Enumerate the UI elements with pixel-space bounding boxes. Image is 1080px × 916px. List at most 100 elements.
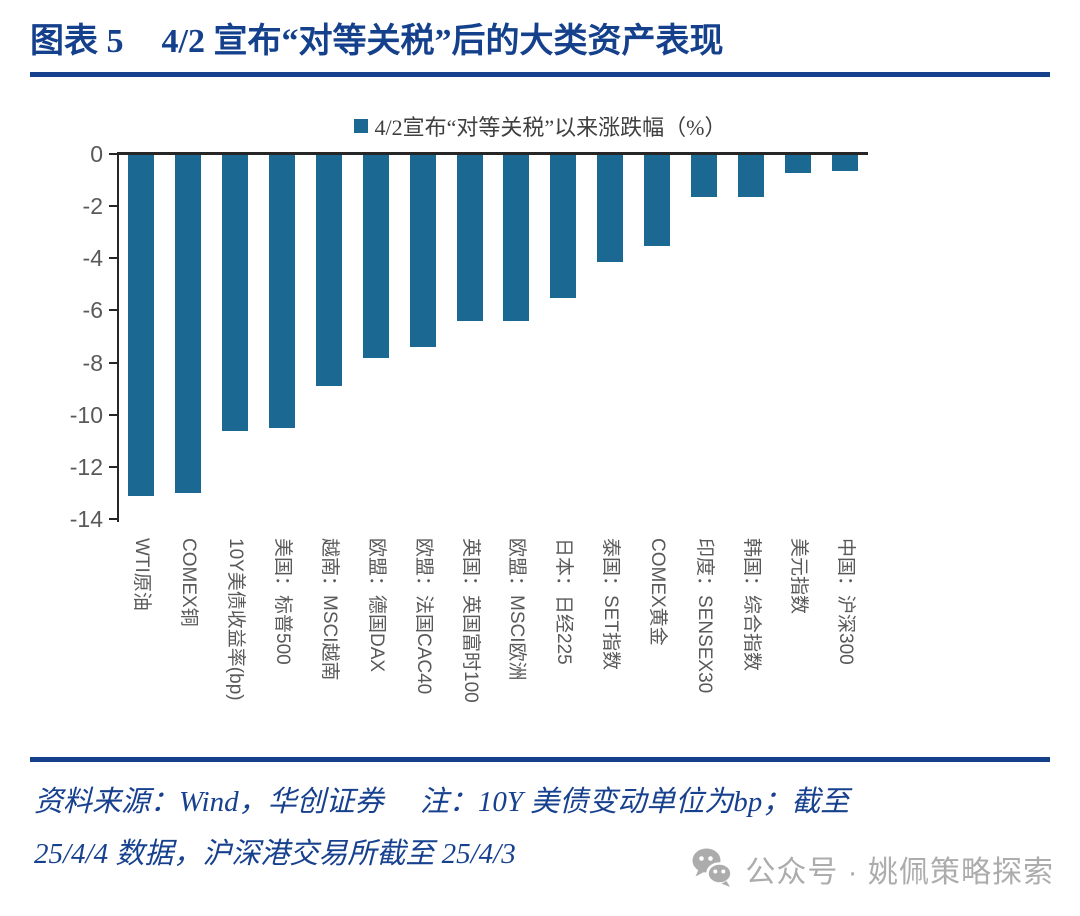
x-axis-label-cell: COMEX铜 (165, 532, 212, 756)
x-axis-label: 中国：沪深300 (834, 538, 856, 665)
y-axis-tick (109, 205, 118, 208)
y-axis-tick (109, 518, 118, 520)
x-axis-label-cell: 中国：沪深300 (821, 532, 868, 756)
x-axis-label: 泰国：SET指数 (600, 538, 622, 670)
y-axis-tick-label: -6 (82, 297, 103, 324)
bar-slot (681, 155, 728, 519)
y-axis-tick (109, 413, 118, 416)
bar-slot (540, 155, 587, 519)
bar-series (118, 155, 868, 519)
bar-slot (306, 155, 353, 519)
bar (503, 155, 530, 322)
y-axis-tick (109, 309, 118, 312)
bar-slot (212, 155, 259, 519)
bar (831, 155, 858, 171)
bar (597, 155, 624, 262)
bar-slot (446, 155, 493, 519)
bar-slot (399, 155, 446, 519)
x-axis-label-cell: 10Y美债收益率(bp) (212, 532, 259, 756)
y-axis: 0 -2 -4 -6 -8 -10 -12 -14 (40, 141, 118, 532)
x-axis-label: 日本：日经225 (553, 538, 575, 665)
x-axis-label: 欧盟：德国DAX (365, 538, 387, 673)
bar (128, 155, 155, 496)
y-axis-tick-label: 0 (90, 141, 103, 167)
bar (784, 155, 811, 174)
x-axis-label-cell: 美元指数 (774, 532, 821, 756)
x-axis-label: WTI原油 (131, 538, 153, 611)
x-axis-label: 韩国：综合指数 (740, 538, 762, 672)
bar-slot (259, 155, 306, 519)
x-axis-label: 印度：SENSEX30 (693, 538, 715, 694)
x-axis-label-cell: 越南：MSCI越南 (306, 532, 353, 756)
y-axis-tick-label: -4 (82, 245, 103, 272)
x-axis-label: COMEX铜 (178, 538, 200, 627)
y-axis-tick-label: -12 (69, 453, 103, 480)
x-axis-label: 欧盟：法国CAC40 (412, 538, 434, 695)
bar-slot (774, 155, 821, 519)
source-note-line2: 25/4/4 数据，沪深港交易所截至 25/4/3 (34, 838, 516, 870)
x-axis-label-cell: 泰国：SET指数 (587, 532, 634, 756)
wechat-icon (692, 848, 734, 887)
x-axis-label-cell: 英国：英国富时100 (446, 532, 493, 756)
x-axis-label: 越南：MSCI越南 (318, 538, 340, 681)
figure-label: 图表 5 (30, 23, 124, 60)
x-axis-label-cell: 欧盟：法国CAC40 (399, 532, 446, 756)
x-axis-label-cell: 韩国：综合指数 (727, 532, 774, 756)
bar-slot (634, 155, 681, 519)
x-axis-label: 美元指数 (787, 538, 809, 615)
title-rule (30, 72, 1050, 77)
figure-title: 图表 5 4/2 宣布“对等关税”后的大类资产表现 (30, 20, 723, 64)
bar (269, 155, 296, 428)
y-axis-tick-label: -14 (69, 506, 103, 532)
bar-slot (493, 155, 540, 519)
x-axis-labels: WTI原油 COMEX铜 10Y美债收益率(bp) 美国：标普500 越南：MSCI越南… (118, 532, 868, 756)
bar (222, 155, 249, 431)
bar (315, 155, 342, 387)
x-axis-label: 10Y美债收益率(bp) (225, 538, 247, 701)
legend-swatch (353, 119, 368, 133)
bar (644, 155, 671, 246)
x-axis-label-cell: WTI原油 (118, 532, 165, 756)
x-axis-label: 欧盟：MSCI欧洲 (506, 538, 528, 681)
x-axis-label: 美国：标普500 (272, 538, 294, 665)
bar-slot (821, 155, 868, 519)
x-axis-label: COMEX黄金 (647, 538, 669, 646)
y-axis-tick-label: -8 (82, 349, 103, 376)
y-axis-tick (109, 153, 118, 155)
bottom-rule (30, 757, 1050, 762)
x-axis-label-cell: COMEX黄金 (634, 532, 681, 756)
legend-label: 4/2宣布“对等关税”以来涨跌幅（%） (374, 115, 727, 140)
x-axis-line (118, 152, 868, 155)
bar (362, 155, 389, 358)
y-axis-tick-label: -2 (82, 193, 103, 220)
watermark: 公众号 · 姚佩策略探索 (689, 846, 1054, 892)
y-axis-tick-label: -10 (69, 401, 103, 428)
bar-slot (118, 155, 165, 519)
bar (175, 155, 202, 493)
bar (737, 155, 764, 197)
bar (456, 155, 483, 322)
y-axis-tick (109, 257, 118, 260)
x-axis-label-cell: 印度：SENSEX30 (681, 532, 728, 756)
x-axis-label-cell: 欧盟：德国DAX (352, 532, 399, 756)
bar-slot (727, 155, 774, 519)
x-axis-label-cell: 欧盟：MSCI欧洲 (493, 532, 540, 756)
source-note-line1: 资料来源：Wind，华创证券 注：10Y 美债变动单位为bp；截至 (34, 786, 850, 818)
bar-slot (165, 155, 212, 519)
x-axis-label-cell: 美国：标普500 (259, 532, 306, 756)
x-axis-label: 英国：英国富时100 (459, 538, 481, 703)
figure-title-text: 4/2 宣布“对等关税”后的大类资产表现 (161, 23, 724, 60)
y-axis-line (117, 152, 119, 522)
bar-slot (587, 155, 634, 519)
source-note: 资料来源：Wind，华创证券 注：10Y 美债变动单位为bp；截至 25/4/4… (34, 776, 1046, 880)
bar (409, 155, 436, 348)
watermark-text: 公众号 · 姚佩策略探索 (745, 856, 1054, 889)
bar (690, 155, 717, 197)
chart-legend: 4/2宣布“对等关税”以来涨跌幅（%） (0, 110, 1080, 142)
bar-slot (352, 155, 399, 519)
y-axis-tick (109, 361, 118, 364)
bar (550, 155, 577, 298)
y-axis-tick (109, 465, 118, 468)
x-axis-label-cell: 日本：日经225 (540, 532, 587, 756)
